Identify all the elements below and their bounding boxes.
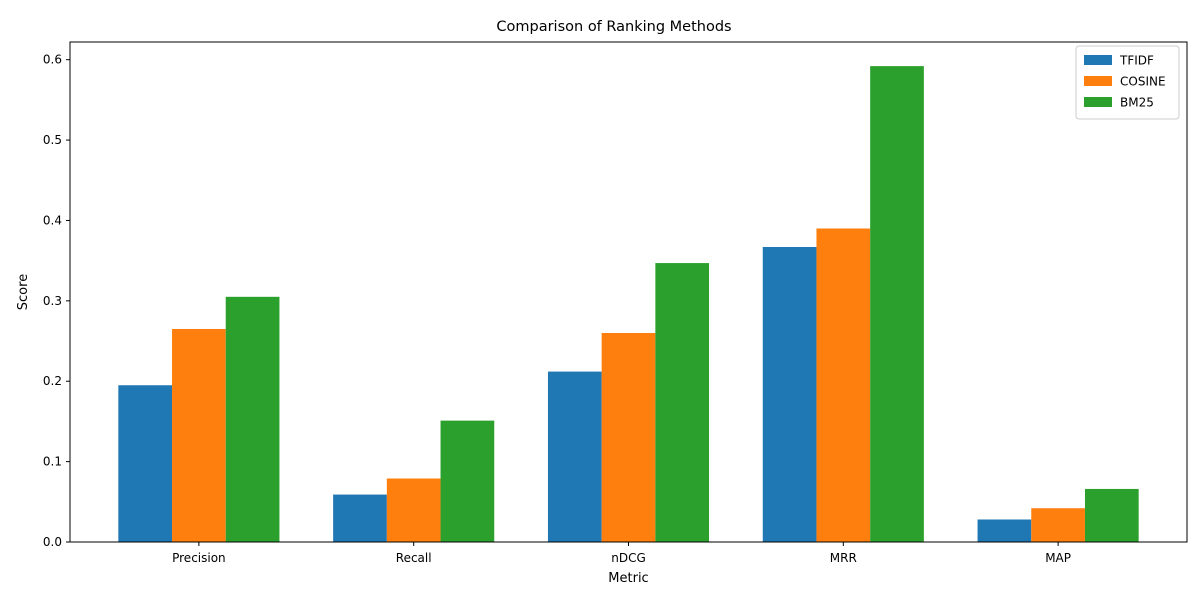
x-axis-label: Metric	[608, 571, 648, 586]
y-tick-label: 0.1	[43, 455, 62, 469]
bars-group	[118, 66, 1139, 542]
bar-cosine-map	[1031, 508, 1085, 542]
x-tick-label: Recall	[396, 551, 432, 565]
legend: TFIDF COSINE BM25	[1075, 45, 1180, 120]
plot-frame	[69, 41, 1188, 543]
y-tick-label: 0.3	[43, 294, 62, 308]
y-tick-label: 0.5	[43, 133, 62, 147]
bar-tfidf-ndcg	[547, 371, 602, 542]
y-tick-label: 0.6	[43, 53, 62, 67]
bar-cosine-precision	[172, 328, 226, 542]
y-axis-ticks: 0.0 0.1 0.2 0.3 0.4 0.5 0.6	[43, 53, 70, 549]
bar-bm25-mrr	[870, 66, 924, 542]
x-tick-label: nDCG	[611, 551, 646, 565]
legend-swatch-bm25	[1084, 97, 1112, 107]
legend-label-cosine: COSINE	[1120, 75, 1166, 89]
legend-swatch-cosine	[1084, 76, 1112, 86]
legend-label-bm25: BM25	[1120, 96, 1154, 110]
y-tick-label: 0.0	[43, 535, 62, 549]
bar-tfidf-precision	[118, 385, 173, 542]
bar-cosine-recall	[386, 478, 441, 542]
x-tick-label: MAP	[1045, 551, 1071, 565]
bar-tfidf-mrr	[762, 246, 817, 542]
x-axis-ticks: Precision Recall nDCG MRR MAP	[172, 542, 1071, 565]
legend-swatch-tfidf	[1084, 55, 1112, 65]
chart-title: Comparison of Ranking Methods	[496, 19, 731, 35]
bar-bm25-map	[1084, 488, 1139, 542]
y-tick-label: 0.2	[43, 374, 62, 388]
bar-cosine-ndcg	[601, 332, 656, 542]
bar-bm25-precision	[225, 296, 280, 542]
legend-label-tfidf: TFIDF	[1119, 54, 1154, 68]
x-tick-label: MRR	[830, 551, 857, 565]
bar-tfidf-recall	[333, 494, 387, 542]
bar-cosine-mrr	[816, 228, 871, 542]
y-tick-label: 0.4	[43, 213, 62, 227]
bar-tfidf-map	[977, 519, 1032, 542]
x-tick-label: Precision	[172, 551, 226, 565]
y-axis-label: Score	[16, 274, 31, 310]
bar-bm25-recall	[440, 420, 495, 542]
bar-bm25-ndcg	[655, 263, 710, 542]
